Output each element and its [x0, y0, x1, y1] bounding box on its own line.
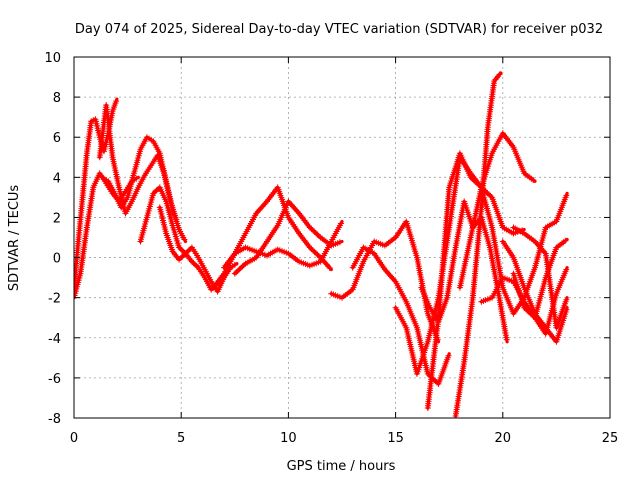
series-arc-9	[221, 219, 344, 271]
series-markers	[221, 220, 344, 271]
series-markers	[418, 198, 510, 343]
series-line	[394, 155, 526, 376]
x-tick-label: 20	[495, 431, 512, 446]
series-arc-18	[510, 237, 569, 321]
x-tick-label: 5	[177, 431, 185, 446]
y-tick-label: 0	[53, 252, 61, 267]
y-tick-label: 10	[44, 51, 61, 66]
series-arc-15	[456, 184, 570, 317]
series-arc-14	[452, 71, 503, 418]
series-markers	[392, 154, 526, 377]
series-markers	[210, 184, 333, 291]
series-arc-4	[98, 134, 188, 244]
y-tick-label: -4	[48, 332, 61, 347]
series-markers	[510, 224, 570, 331]
x-tick-labels: 0 5 10 15 20 25	[70, 431, 618, 446]
series-arc-19	[510, 224, 570, 331]
series-markers	[452, 71, 503, 418]
y-axis-label: SDTVAR / TECUs	[7, 185, 22, 292]
y-tick-label: -6	[48, 372, 61, 387]
y-tick-label: -2	[48, 292, 61, 307]
series-markers	[98, 134, 188, 243]
series-markers	[328, 218, 441, 343]
data-series	[74, 71, 570, 418]
y-tick-label: 6	[53, 131, 61, 146]
x-tick-label: 10	[280, 431, 297, 446]
x-tick-label: 0	[70, 431, 78, 446]
axis-ticks	[73, 56, 611, 419]
y-tick-label: 8	[53, 91, 61, 106]
series-markers	[137, 184, 226, 293]
y-tick-label: 4	[53, 171, 61, 186]
x-tick-label: 15	[387, 431, 404, 446]
y-tick-labels: -8 -6 -4 -2 0 2 4 6 8 10	[44, 51, 61, 427]
series-line	[211, 185, 333, 290]
x-axis-label: GPS time / hours	[287, 459, 396, 474]
series-arc-20	[418, 198, 510, 344]
plot-frame	[73, 56, 611, 419]
series-arc-5	[137, 184, 226, 293]
series-arc-12	[392, 154, 526, 377]
y-tick-label: 2	[53, 211, 61, 226]
x-tick-label: 25	[602, 431, 619, 446]
series-arc-10	[328, 218, 441, 344]
chart-title: Day 074 of 2025, Sidereal Day-to-day VTE…	[75, 22, 603, 37]
y-tick-label: -8	[48, 412, 61, 427]
series-markers	[510, 237, 569, 321]
